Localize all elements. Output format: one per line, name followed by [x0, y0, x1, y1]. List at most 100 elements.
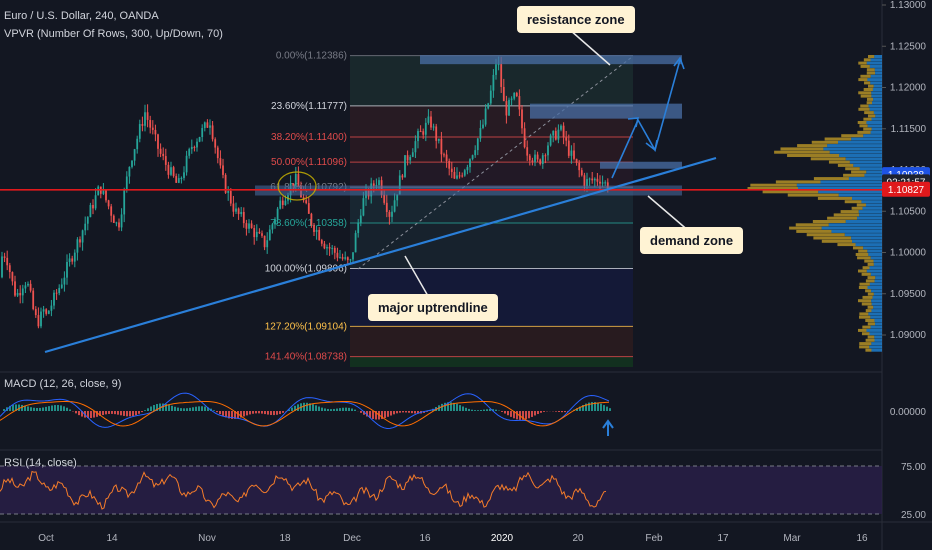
candle-body: [479, 128, 482, 139]
macd-histogram-bar: [315, 405, 317, 411]
volume-bar-down: [812, 220, 846, 223]
volume-bar-up: [871, 299, 882, 303]
volume-bar-up: [838, 193, 882, 197]
candle-body: [175, 176, 178, 183]
volume-bar-down: [859, 315, 871, 319]
macd-histogram-bar: [447, 402, 449, 411]
candle-body: [1, 256, 3, 278]
time-tick-label: 17: [717, 533, 729, 544]
candle-body: [60, 284, 63, 288]
volume-bar-up: [870, 325, 882, 329]
macd-histogram-bar: [354, 409, 356, 411]
time-tick-label: 16: [419, 533, 431, 544]
candle-body: [79, 239, 81, 243]
candle-body: [396, 194, 399, 201]
candle-body: [406, 155, 409, 161]
volume-bar-down: [845, 167, 860, 171]
candle-body: [214, 139, 217, 148]
candle-body: [547, 145, 549, 156]
volume-bar-down: [865, 289, 872, 293]
candle-body: [419, 131, 422, 133]
time-tick-label: 18: [279, 533, 291, 544]
macd-histogram-bar: [495, 409, 497, 411]
candle-body: [19, 292, 22, 296]
macd-histogram-bar: [600, 403, 602, 411]
macd-histogram-bar: [141, 411, 143, 413]
macd-histogram-bar: [330, 409, 332, 411]
candle-body: [430, 116, 432, 128]
macd-histogram-bar: [522, 411, 524, 420]
macd-histogram-bar: [450, 402, 452, 411]
time-tick-label: 14: [106, 533, 118, 544]
rsi-tick-label: 25.00: [901, 510, 926, 521]
volume-bar-down: [858, 61, 867, 65]
macd-histogram-bar: [153, 405, 155, 411]
time-tick-label: Dec: [343, 533, 361, 544]
macd-histogram-bar: [294, 405, 296, 411]
macd-histogram-bar: [258, 411, 260, 414]
candle-body: [307, 203, 310, 214]
volume-bar-down: [866, 97, 874, 101]
time-tick-label: 20: [572, 533, 584, 544]
candle-body: [471, 155, 474, 160]
candle-body: [253, 228, 256, 238]
candle-body: [383, 194, 386, 203]
macd-histogram-bar: [507, 411, 509, 416]
candle-body: [151, 127, 154, 130]
candle-body: [201, 128, 204, 138]
macd-histogram-bar: [219, 411, 221, 415]
macd-histogram-bar: [225, 411, 227, 418]
candle-body: [53, 292, 55, 306]
candle-body: [573, 150, 575, 159]
macd-histogram-bar: [303, 402, 305, 411]
candle-body: [76, 239, 79, 253]
volume-bar-down: [841, 134, 864, 138]
macd-histogram-bar: [312, 404, 314, 411]
candle-body: [159, 148, 162, 154]
volume-bar-down: [857, 130, 871, 134]
macd-histogram-bar: [12, 404, 14, 411]
candle-body: [458, 175, 461, 177]
candle-body: [328, 247, 331, 249]
candle-body: [310, 213, 313, 226]
candle-body: [222, 165, 224, 175]
macd-histogram-bar: [162, 403, 164, 411]
volume-bar-up: [869, 107, 882, 111]
volume-bar-up: [853, 163, 882, 167]
volume-bar-down: [864, 81, 871, 85]
candle-body: [37, 315, 40, 327]
macd-histogram-bar: [324, 408, 326, 411]
time-tick-label: Feb: [645, 533, 663, 544]
candle-body: [305, 200, 308, 204]
volume-bar-up: [874, 338, 882, 342]
volume-bar-down: [859, 342, 872, 346]
candle-body: [601, 182, 604, 184]
candle-body: [315, 229, 318, 232]
macd-histogram-bar: [351, 408, 353, 411]
candle-body: [518, 96, 521, 110]
volume-bar-up: [821, 226, 882, 230]
candle-body: [599, 181, 601, 184]
volume-bar-up: [870, 272, 882, 276]
volume-bar-down: [860, 74, 871, 78]
candle-body: [409, 156, 412, 161]
candle-body: [89, 205, 92, 218]
candle-body: [118, 222, 120, 228]
volume-bar-down: [858, 286, 868, 289]
macd-histogram-bar: [375, 411, 377, 420]
volume-bar-down: [852, 246, 864, 250]
macd-histogram-bar: [276, 411, 278, 415]
candle-body: [528, 155, 531, 161]
candle-body: [596, 178, 599, 182]
candle-body: [461, 175, 464, 177]
volume-bar-down: [866, 101, 873, 105]
macd-histogram-bar: [369, 411, 371, 418]
macd-histogram-bar: [483, 409, 485, 411]
volume-bar-up: [872, 101, 882, 105]
uptrendline-label: major uptrendline: [368, 294, 498, 321]
candle-body: [167, 164, 170, 175]
candle-body: [326, 247, 328, 249]
volume-bar-up: [868, 312, 882, 316]
volume-bar-up: [871, 309, 882, 313]
